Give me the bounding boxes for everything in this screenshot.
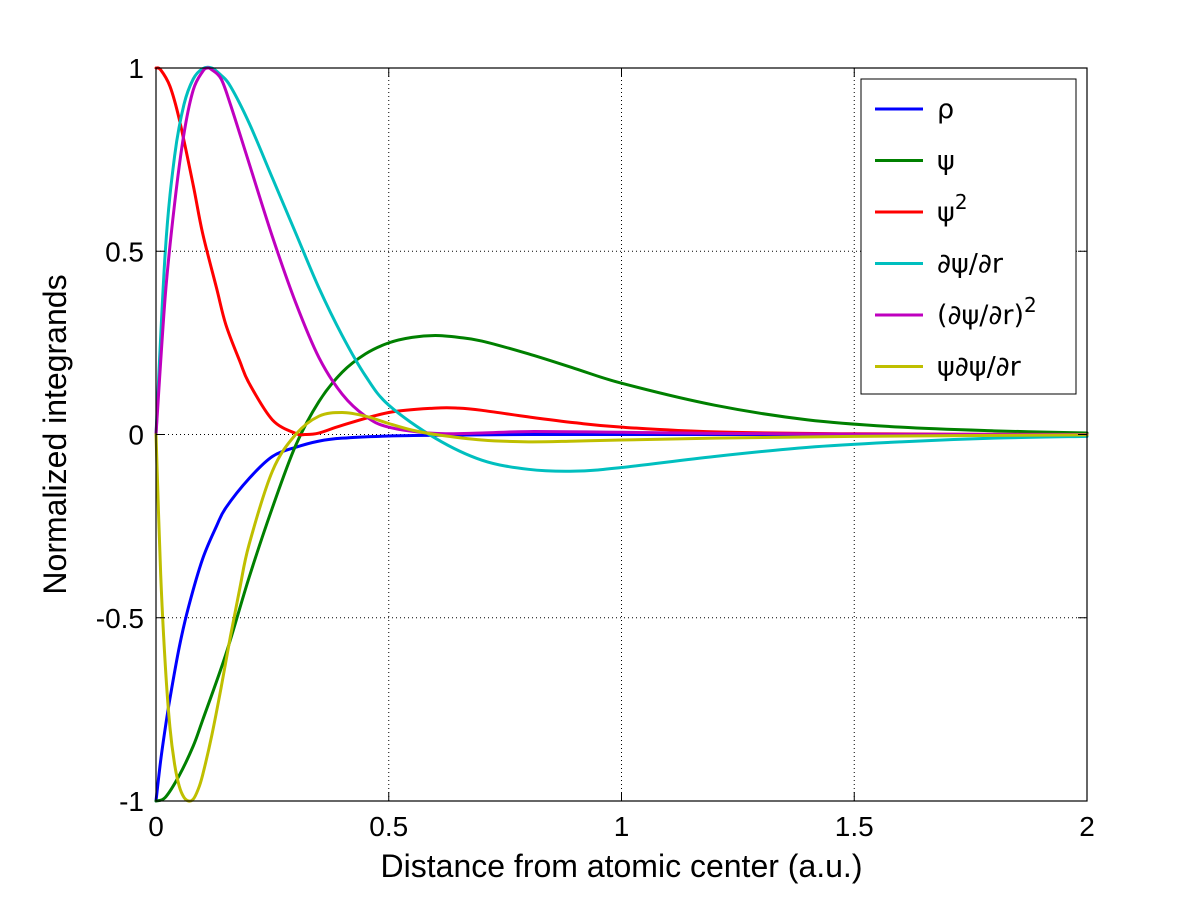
series-line-6 <box>154 411 1089 803</box>
legend-label-6: ψ∂ψ/∂r <box>937 352 1022 383</box>
y-tick-label: 0 <box>128 420 144 451</box>
series-lines <box>154 65 1089 803</box>
axis-ticks: 0 0.5 1 1.5 2 -1 -0.5 0 0.5 1 <box>96 53 1095 842</box>
legend-box <box>860 78 1077 395</box>
legend-label-1: ρ <box>937 94 954 125</box>
y-tick-label: 0.5 <box>105 236 144 267</box>
series-line-5 <box>154 66 1089 436</box>
legend-label-5: (∂ψ/∂r)2 <box>937 293 1037 331</box>
series-line-3 <box>154 66 1089 437</box>
legend-label-4: ∂ψ/∂r <box>937 249 1004 280</box>
y-tick-label: -1 <box>119 786 144 817</box>
legend-label-2: ψ <box>937 146 955 177</box>
y-tick-label: 1 <box>128 53 144 84</box>
x-tick-label: 0.5 <box>369 811 408 842</box>
series-line-4 <box>154 65 1089 473</box>
x-tick-label: 0 <box>148 811 164 842</box>
x-axis-title: Distance from atomic center (a.u.) <box>381 848 863 884</box>
legend-label-superscript: 2 <box>1024 293 1037 317</box>
x-tick-label: 1.5 <box>835 811 874 842</box>
y-axis-title: Normalized integrands <box>37 274 73 594</box>
series-line-2 <box>154 334 1089 803</box>
x-tick-label: 1 <box>614 811 630 842</box>
legend-label-superscript: 2 <box>955 190 968 214</box>
x-tick-label: 2 <box>1079 811 1095 842</box>
y-tick-label: -0.5 <box>96 603 144 634</box>
